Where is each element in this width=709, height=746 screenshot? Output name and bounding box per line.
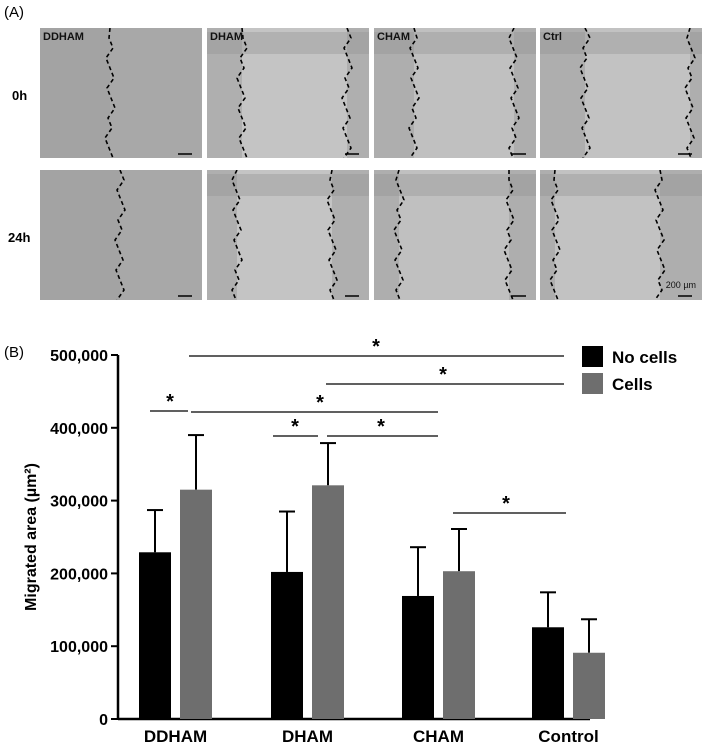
- micrograph-column-label: DHAM: [210, 31, 243, 43]
- micrograph-cham-24h: [374, 170, 536, 300]
- y-tick-label: 300,000: [50, 494, 108, 511]
- bar-cells: [180, 489, 212, 719]
- significance-star: *: [316, 392, 324, 414]
- bar-no-cells: [271, 571, 303, 719]
- bar-cells: [573, 652, 605, 719]
- legend-label: Cells: [612, 375, 653, 394]
- micrograph-column-label: DDHAM: [43, 31, 84, 43]
- migrated-area-bar-chart: 0 100,000 200,000 300,000 400,000 500,000 Migr…: [23, 336, 677, 746]
- legend-swatch: [582, 346, 603, 367]
- micrograph-cham-0h: CHAM: [374, 28, 536, 158]
- significance-star: *: [377, 416, 385, 438]
- bar-no-cells: [532, 627, 564, 719]
- y-tick-label: 100,000: [50, 639, 108, 656]
- bar-cells: [443, 571, 475, 719]
- y-tick-label: 400,000: [50, 421, 108, 438]
- micrograph-ctrl-0h: Ctrl: [540, 28, 702, 158]
- legend-label: No cells: [612, 348, 677, 367]
- bar-no-cells: [139, 552, 171, 719]
- panel-a-label: (A): [4, 4, 24, 21]
- row-label-0h: 0h: [12, 88, 28, 103]
- panel-b-label: (B): [4, 344, 24, 361]
- significance-star: *: [502, 493, 510, 515]
- bar-cells: [312, 485, 344, 719]
- micrograph-ddham-24h: [40, 170, 202, 300]
- y-tick-label: 200,000: [50, 566, 108, 583]
- x-tick-label: DHAM: [282, 727, 333, 746]
- micrograph-column-label: CHAM: [377, 31, 410, 43]
- micrograph-column-label: Ctrl: [543, 31, 562, 43]
- significance-star: *: [166, 391, 174, 413]
- legend-swatch: [582, 373, 603, 394]
- scale-bar-label: 200 µm: [665, 280, 696, 290]
- y-axis-title: Migrated area (µm²): [23, 463, 40, 611]
- significance-star: *: [372, 336, 380, 358]
- micrograph-ctrl-24h: 200 µm: [540, 170, 702, 300]
- micrograph-dham-0h: DHAM: [207, 28, 369, 158]
- micrograph-dham-24h: [207, 170, 369, 300]
- row-label-24h: 24h: [8, 230, 31, 245]
- y-tick-label: 500,000: [50, 348, 108, 365]
- x-tick-label: Control: [538, 727, 598, 746]
- significance-star: *: [439, 364, 447, 386]
- micrograph-ddham-0h: DDHAM: [40, 28, 202, 158]
- significance-star: *: [291, 416, 299, 438]
- bar-no-cells: [402, 595, 434, 719]
- y-tick-label: 0: [99, 712, 108, 729]
- x-tick-label: DDHAM: [144, 727, 207, 746]
- x-tick-label: CHAM: [413, 727, 464, 746]
